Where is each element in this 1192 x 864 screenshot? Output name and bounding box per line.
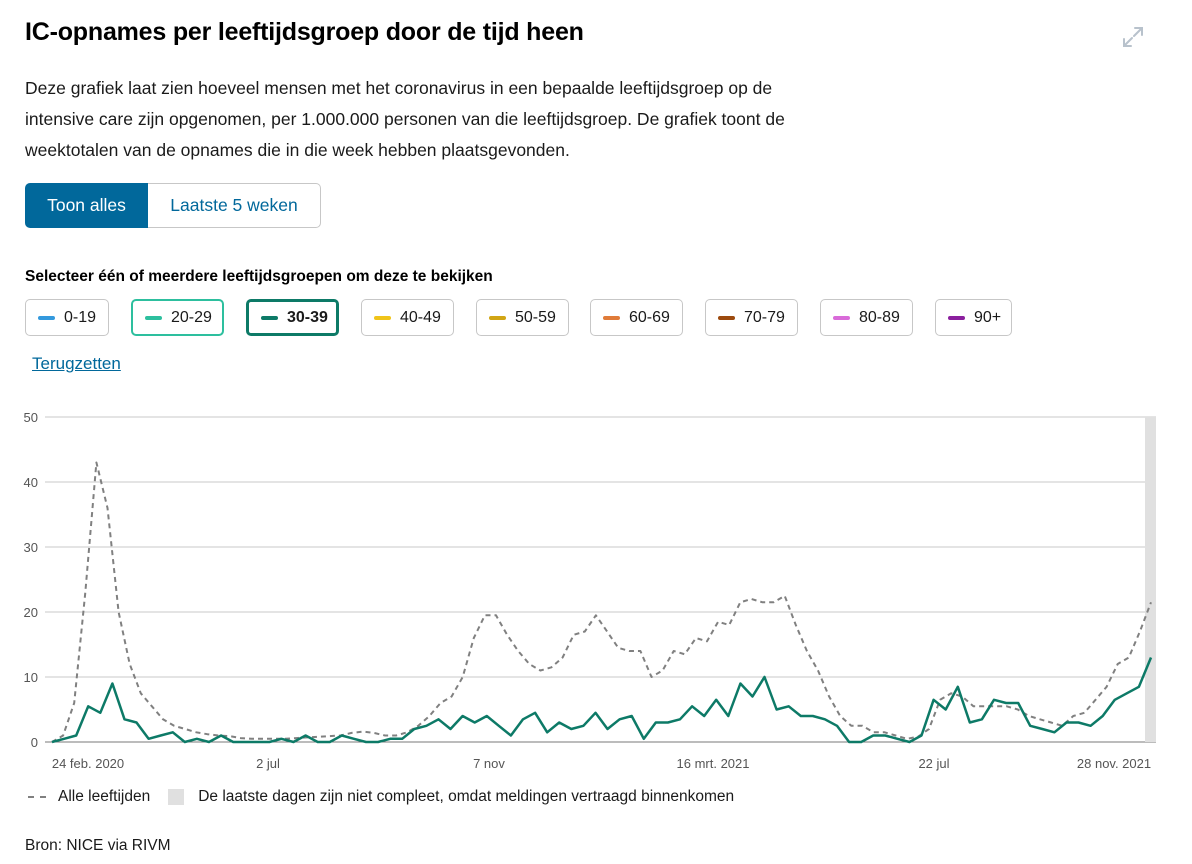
- x-tick-label: 7 nov: [473, 756, 505, 771]
- age-group-label: 20-29: [171, 308, 212, 326]
- incomplete-data-swatch: [168, 789, 185, 805]
- x-tick-label: 24 feb. 2020: [52, 756, 124, 771]
- y-tick-label: 40: [24, 475, 38, 490]
- age-group-chip-0-19[interactable]: 0-19: [25, 299, 109, 336]
- y-tick-label: 0: [31, 735, 38, 750]
- color-swatch-icon: [603, 315, 620, 320]
- color-swatch-icon: [374, 315, 391, 320]
- y-tick-label: 50: [24, 410, 38, 425]
- color-swatch-icon: [261, 315, 278, 320]
- age-group-label: 0-19: [64, 308, 97, 326]
- y-tick-label: 20: [24, 605, 38, 620]
- age-group-chip-90plus[interactable]: 90+: [935, 299, 1012, 336]
- series-line-30-39: [51, 657, 1153, 744]
- show-all-button[interactable]: Toon alles: [25, 183, 148, 228]
- y-tick-label: 30: [24, 540, 38, 555]
- expand-icon[interactable]: [1120, 24, 1146, 50]
- legend-incomplete-label: De laatste dagen zijn niet compleet, omd…: [198, 788, 735, 805]
- age-group-label: 40-49: [400, 308, 441, 326]
- color-swatch-icon: [38, 315, 55, 320]
- reset-link[interactable]: Terugzetten: [32, 354, 121, 373]
- color-swatch-icon: [718, 315, 735, 320]
- age-group-label: 60-69: [629, 308, 670, 326]
- age-group-chip-30-39[interactable]: 30-39: [246, 299, 339, 336]
- chart-legend: Alle leeftijden De laatste dagen zijn ni…: [28, 788, 734, 806]
- color-swatch-icon: [948, 315, 965, 320]
- age-group-chip-50-59[interactable]: 50-59: [476, 299, 569, 336]
- x-tick-label: 16 mrt. 2021: [677, 756, 750, 771]
- age-group-chip-40-49[interactable]: 40-49: [361, 299, 454, 336]
- age-group-chip-80-89[interactable]: 80-89: [820, 299, 913, 336]
- color-swatch-icon: [145, 315, 162, 320]
- time-range-toggle: Toon alles Laatste 5 weken: [25, 183, 321, 228]
- x-tick-label: 28 nov. 2021: [1077, 756, 1151, 771]
- age-group-label: 80-89: [859, 308, 900, 326]
- color-swatch-icon: [833, 315, 850, 320]
- age-group-label: 90+: [974, 308, 1002, 326]
- age-group-label: 70-79: [744, 308, 785, 326]
- age-group-chip-20-29[interactable]: 20-29: [131, 299, 224, 336]
- color-swatch-icon: [489, 315, 506, 320]
- x-tick-label: 2 jul: [256, 756, 280, 771]
- age-group-selector-label: Selecteer één of meerdere leeftijdsgroep…: [25, 268, 493, 285]
- page-title: IC-opnames per leeftijdsgroep door de ti…: [25, 18, 584, 46]
- age-group-label: 30-39: [287, 308, 328, 326]
- series-line-all-ages: [51, 461, 1152, 743]
- source-note: Bron: NICE via RIVM: [25, 837, 171, 854]
- chart-description: Deze grafiek laat zien hoeveel mensen me…: [25, 78, 785, 160]
- line-chart: 0 10 20 30 40 50 24 feb. 2020 2 jul 7 nov 16 mrt…: [24, 410, 1156, 771]
- age-group-chip-70-79[interactable]: 70-79: [705, 299, 798, 336]
- last-5-weeks-button[interactable]: Laatste 5 weken: [148, 183, 321, 228]
- legend-all-ages-label: Alle leeftijden: [58, 788, 151, 805]
- age-group-chip-60-69[interactable]: 60-69: [590, 299, 683, 336]
- dashed-line-icon: [28, 796, 46, 798]
- x-tick-label: 22 jul: [918, 756, 949, 771]
- y-tick-label: 10: [24, 670, 38, 685]
- age-group-label: 50-59: [515, 308, 556, 326]
- incomplete-data-band: [1145, 417, 1156, 742]
